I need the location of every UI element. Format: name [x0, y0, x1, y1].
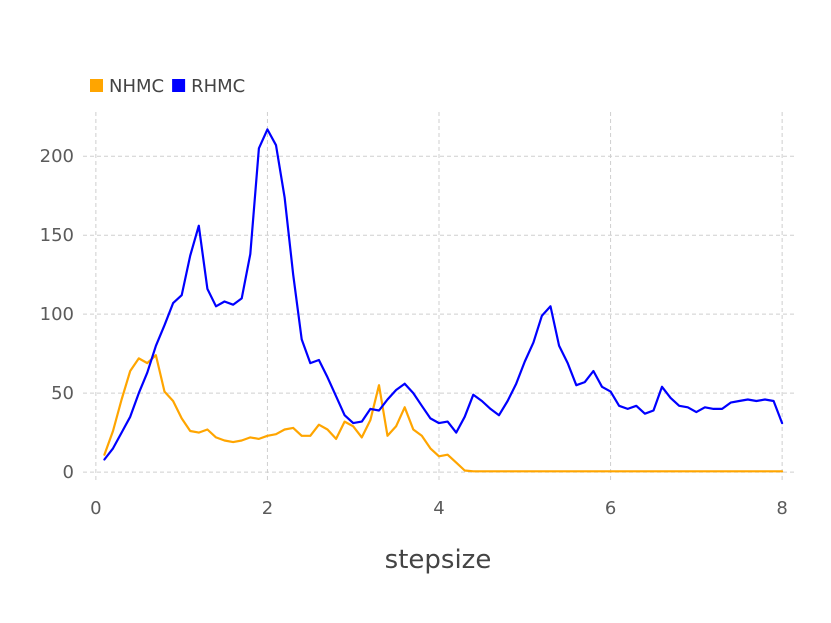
- legend-label: NHMC: [109, 76, 164, 97]
- y-tick-label: 0: [63, 462, 74, 483]
- series-line-rhmc: [103, 128, 784, 461]
- grid: [83, 112, 795, 480]
- y-tick-label: 150: [40, 225, 74, 246]
- legend-item-nhmc[interactable]: NHMC: [90, 76, 164, 97]
- x-tick-label: 8: [776, 498, 787, 519]
- x-tick-label: 0: [90, 498, 101, 519]
- legend-label: RHMC: [191, 76, 245, 97]
- legend[interactable]: NHMC RHMC: [90, 76, 245, 97]
- x-tick-label: 2: [262, 498, 273, 519]
- series-lines: [103, 128, 784, 473]
- x-tick-label: 6: [605, 498, 616, 519]
- y-tick-label: 100: [40, 304, 74, 325]
- series-line-nhmc: [103, 354, 784, 473]
- legend-item-rhmc[interactable]: RHMC: [172, 76, 245, 97]
- tick-labels: 0 2 4 6 8 0 50 100 150 200: [40, 146, 788, 519]
- legend-swatch: [172, 79, 186, 92]
- legend-swatch: [90, 79, 103, 92]
- y-tick-label: 200: [40, 146, 74, 167]
- y-tick-label: 50: [51, 383, 74, 404]
- x-axis-title: stepsize: [385, 545, 492, 575]
- x-tick-label: 4: [433, 498, 444, 519]
